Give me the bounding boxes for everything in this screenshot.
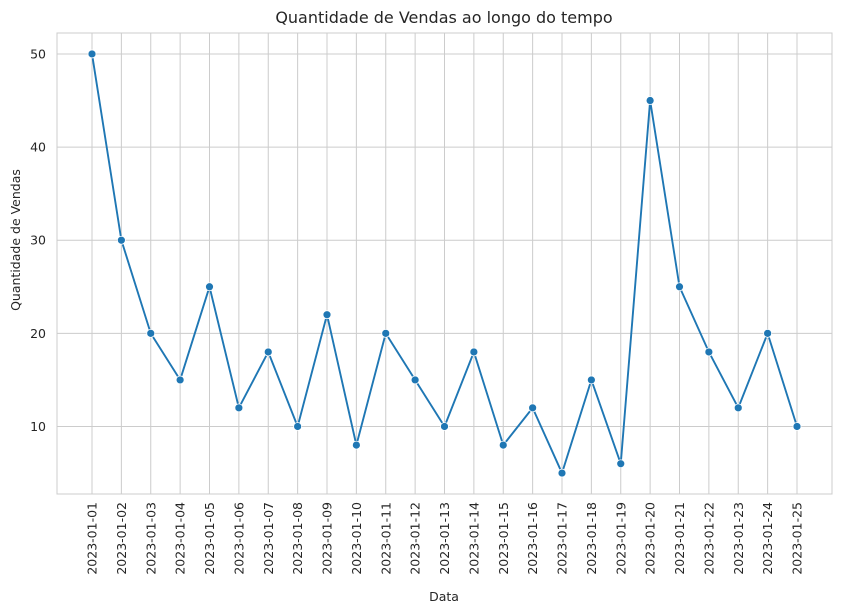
x-tick-label: 2023-01-01 <box>85 502 100 575</box>
data-point <box>234 403 244 413</box>
y-tick-label: 50 <box>30 46 46 61</box>
grid-layer <box>57 33 832 494</box>
data-point <box>675 282 684 292</box>
x-tick-label: 2023-01-06 <box>231 502 246 575</box>
data-point <box>381 328 391 338</box>
x-tick-label: 2023-01-23 <box>731 502 746 575</box>
data-point <box>528 403 538 413</box>
x-tick-label: 2023-01-05 <box>202 502 217 575</box>
data-point <box>351 440 361 450</box>
data-point <box>498 440 508 450</box>
data-point <box>763 328 773 338</box>
data-point <box>616 459 626 469</box>
y-tick-label: 30 <box>30 233 46 248</box>
data-point <box>205 282 214 292</box>
x-tick-label: 2023-01-25 <box>790 502 805 575</box>
data-point <box>87 49 97 59</box>
x-tick-label: 2023-01-11 <box>378 502 393 575</box>
x-tick-label: 2023-01-22 <box>701 502 716 575</box>
x-axis-label: Data <box>429 589 459 604</box>
data-point <box>293 422 303 431</box>
x-tick-label: 2023-01-02 <box>114 502 129 575</box>
x-tick-label: 2023-01-10 <box>349 502 364 575</box>
data-point <box>733 403 743 413</box>
x-tick-label: 2023-01-12 <box>408 502 423 575</box>
x-tick-label: 2023-01-18 <box>584 502 599 575</box>
data-point <box>645 96 655 105</box>
data-point <box>146 328 156 338</box>
y-tick-label: 20 <box>30 326 46 341</box>
x-tick-label: 2023-01-16 <box>525 502 540 575</box>
data-point <box>792 422 802 431</box>
x-tick-label: 2023-01-08 <box>290 502 305 575</box>
y-tick-label: 10 <box>30 419 46 434</box>
data-point <box>557 468 567 478</box>
x-tick-label: 2023-01-17 <box>555 502 570 575</box>
x-tick-label: 2023-01-15 <box>496 502 511 575</box>
data-point <box>440 422 449 431</box>
x-tick-label: 2023-01-07 <box>261 502 276 575</box>
plot-border <box>56 32 833 495</box>
y-axis-label: Quantidade de Vendas <box>8 169 23 311</box>
data-point <box>586 375 596 385</box>
x-tick-label: 2023-01-03 <box>143 502 158 575</box>
plot-frame <box>56 32 833 495</box>
data-point <box>175 375 185 385</box>
data-point <box>116 235 126 245</box>
data-point <box>469 347 479 357</box>
data-point <box>410 375 420 385</box>
tick-label-layer: 10 20 30 40 50 2023-01-01 2023-01-02 2023-01-03… <box>30 46 804 574</box>
x-tick-label: 2023-01-13 <box>437 502 452 575</box>
x-tick-label: 2023-01-21 <box>672 502 687 575</box>
data-point <box>704 347 714 357</box>
chart-title: Quantidade de Vendas ao longo do tempo <box>275 8 612 27</box>
x-tick-label: 2023-01-14 <box>466 502 481 575</box>
x-tick-label: 2023-01-19 <box>613 502 628 575</box>
y-tick-label: 40 <box>30 140 46 155</box>
data-point <box>263 347 273 357</box>
x-tick-label: 2023-01-20 <box>643 502 658 575</box>
data-point <box>322 310 332 320</box>
x-tick-label: 2023-01-24 <box>760 502 775 575</box>
x-tick-label: 2023-01-04 <box>173 502 188 575</box>
series-layer <box>87 49 802 478</box>
x-tick-label: 2023-01-09 <box>320 502 335 575</box>
